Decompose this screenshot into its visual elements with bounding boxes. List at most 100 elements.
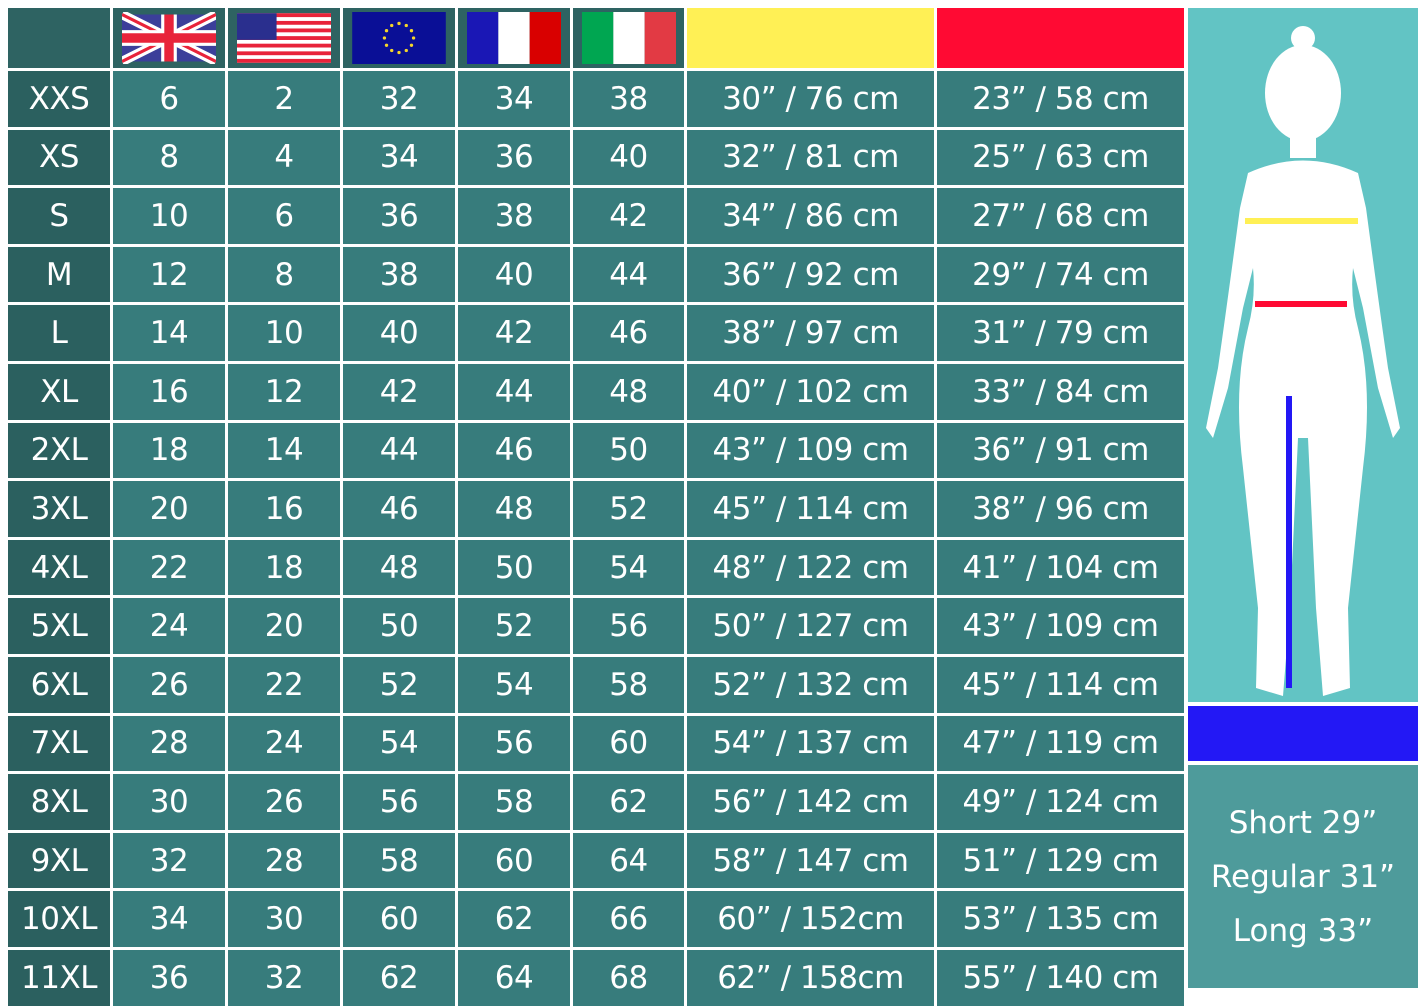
cell-it: 54 xyxy=(573,539,684,596)
cell-fr: 38 xyxy=(458,188,570,244)
cell-waist: 27” / 68 cm xyxy=(937,188,1184,244)
cell-uk: 26 xyxy=(113,656,225,713)
cell-size: 8XL xyxy=(8,774,110,830)
italy-flag-icon xyxy=(581,12,676,64)
cell-chest: 43” / 109 cm xyxy=(687,422,934,479)
cell-size: M xyxy=(8,246,110,303)
cell-waist: 23” / 58 cm xyxy=(937,71,1184,127)
cell-it: 68 xyxy=(573,949,684,1006)
female-silhouette-icon xyxy=(1206,26,1400,696)
cell-it: 40 xyxy=(573,129,684,186)
cell-fr: 54 xyxy=(458,656,570,713)
header-chest-color xyxy=(687,8,934,68)
cell-fr: 58 xyxy=(458,774,570,830)
header-us xyxy=(228,8,340,68)
cell-waist: 53” / 135 cm xyxy=(937,891,1184,947)
header-corner xyxy=(8,8,110,68)
cell-chest: 62” / 158cm xyxy=(687,949,934,1006)
cell-waist: 38” / 96 cm xyxy=(937,481,1184,537)
header-france xyxy=(458,8,570,68)
cell-chest: 60” / 152cm xyxy=(687,891,934,947)
cell-fr: 50 xyxy=(458,539,570,596)
size-chart-table: XXS 6 2 32 34 38 30” / 76 cm 23” / 58 cm XS 8 4 34 3… xyxy=(8,8,1184,1006)
cell-size: 11XL xyxy=(8,949,110,1006)
cell-chest: 32” / 81 cm xyxy=(687,129,934,186)
cell-eu: 44 xyxy=(343,422,455,479)
cell-chest: 38” / 97 cm xyxy=(687,305,934,361)
cell-chest: 34” / 86 cm xyxy=(687,188,934,244)
cell-size: XXS xyxy=(8,71,110,127)
cell-it: 62 xyxy=(573,774,684,830)
inseam-color-legend xyxy=(1188,706,1418,761)
cell-fr: 34 xyxy=(458,71,570,127)
cell-eu: 52 xyxy=(343,656,455,713)
cell-us: 6 xyxy=(228,188,340,244)
cell-it: 64 xyxy=(573,832,684,889)
cell-uk: 32 xyxy=(113,832,225,889)
cell-size: 5XL xyxy=(8,598,110,654)
cell-chest: 50” / 127 cm xyxy=(687,598,934,654)
cell-fr: 48 xyxy=(458,481,570,537)
cell-waist: 49” / 124 cm xyxy=(937,774,1184,830)
cell-eu: 62 xyxy=(343,949,455,1006)
cell-fr: 36 xyxy=(458,129,570,186)
cell-it: 66 xyxy=(573,891,684,947)
cell-uk: 24 xyxy=(113,598,225,654)
cell-us: 26 xyxy=(228,774,340,830)
header-eu xyxy=(343,8,455,68)
cell-eu: 48 xyxy=(343,539,455,596)
cell-uk: 22 xyxy=(113,539,225,596)
cell-uk: 12 xyxy=(113,246,225,303)
measurement-panel: Short 29” Regular 31” Long 33” xyxy=(1188,8,1418,988)
cell-it: 58 xyxy=(573,656,684,713)
cell-waist: 41” / 104 cm xyxy=(937,539,1184,596)
cell-fr: 56 xyxy=(458,715,570,772)
cell-waist: 47” / 119 cm xyxy=(937,715,1184,772)
cell-uk: 28 xyxy=(113,715,225,772)
cell-it: 42 xyxy=(573,188,684,244)
cell-uk: 20 xyxy=(113,481,225,537)
cell-chest: 45” / 114 cm xyxy=(687,481,934,537)
cell-us: 20 xyxy=(228,598,340,654)
cell-size: 6XL xyxy=(8,656,110,713)
cell-size: S xyxy=(8,188,110,244)
cell-size: 4XL xyxy=(8,539,110,596)
cell-waist: 55” / 140 cm xyxy=(937,949,1184,1006)
cell-chest: 40” / 102 cm xyxy=(687,363,934,420)
length-short: Short 29” xyxy=(1228,804,1378,841)
cell-size: 2XL xyxy=(8,422,110,479)
cell-eu: 36 xyxy=(343,188,455,244)
cell-it: 38 xyxy=(573,71,684,127)
cell-uk: 14 xyxy=(113,305,225,361)
cell-eu: 58 xyxy=(343,832,455,889)
cell-eu: 60 xyxy=(343,891,455,947)
header-italy xyxy=(573,8,684,68)
cell-uk: 10 xyxy=(113,188,225,244)
cell-us: 12 xyxy=(228,363,340,420)
cell-fr: 62 xyxy=(458,891,570,947)
cell-waist: 51” / 129 cm xyxy=(937,832,1184,889)
cell-fr: 60 xyxy=(458,832,570,889)
cell-chest: 30” / 76 cm xyxy=(687,71,934,127)
cell-uk: 36 xyxy=(113,949,225,1006)
cell-us: 14 xyxy=(228,422,340,479)
cell-eu: 34 xyxy=(343,129,455,186)
cell-eu: 42 xyxy=(343,363,455,420)
inseam-lengths: Short 29” Regular 31” Long 33” xyxy=(1188,765,1418,988)
cell-waist: 45” / 114 cm xyxy=(937,656,1184,713)
cell-uk: 30 xyxy=(113,774,225,830)
cell-us: 8 xyxy=(228,246,340,303)
cell-size: 9XL xyxy=(8,832,110,889)
cell-fr: 46 xyxy=(458,422,570,479)
cell-us: 32 xyxy=(228,949,340,1006)
cell-us: 24 xyxy=(228,715,340,772)
cell-waist: 36” / 91 cm xyxy=(937,422,1184,479)
cell-us: 28 xyxy=(228,832,340,889)
cell-us: 4 xyxy=(228,129,340,186)
cell-waist: 43” / 109 cm xyxy=(937,598,1184,654)
cell-size: 7XL xyxy=(8,715,110,772)
cell-it: 48 xyxy=(573,363,684,420)
cell-eu: 46 xyxy=(343,481,455,537)
cell-eu: 54 xyxy=(343,715,455,772)
cell-uk: 6 xyxy=(113,71,225,127)
